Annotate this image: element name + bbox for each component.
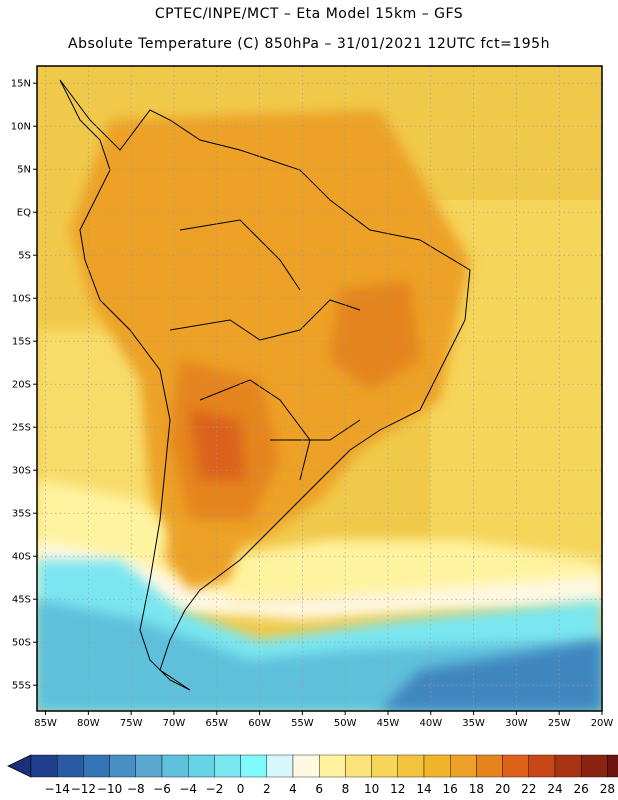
lat-tick-label: 10N: [11, 122, 31, 133]
colorbar-label: 16: [443, 782, 458, 796]
colorbar-segment: [581, 754, 608, 778]
lon-tick-label: 75W: [120, 718, 143, 729]
lat-tick-label: 25S: [12, 423, 31, 434]
colorbar-segment: [30, 754, 58, 778]
lat-tick-label: 5N: [17, 165, 31, 176]
field-cold-deep: [380, 640, 602, 711]
colorbar-label: 20: [495, 782, 510, 796]
lat-tick-label: 35S: [12, 509, 31, 520]
border-line-2: [199, 379, 311, 481]
colorbar: −14 −12 −10 −8 −6 −4 −2 0 2 4 6 8 10 12 14 16 18 20 22 24 26…: [7, 754, 618, 796]
colorbar-segment: [187, 754, 215, 778]
colorbar-segment: [292, 754, 320, 778]
colorbar-label: 24: [547, 782, 562, 796]
colorbar-segment: [371, 754, 399, 778]
lon-tick-label: 55W: [291, 718, 314, 729]
lon-tick-label: 80W: [77, 718, 100, 729]
colorbar-label: 0: [237, 782, 245, 796]
map-frame: [36, 65, 603, 712]
colorbar-segment: [607, 754, 618, 778]
lon-tick-label: 85W: [34, 718, 57, 729]
colorbar-label: −10: [97, 782, 122, 796]
colorbar-label: −8: [127, 782, 145, 796]
lon-tick-label: 20W: [591, 718, 614, 729]
lon-tick-label: 35W: [462, 718, 485, 729]
colorbar-segment: [214, 754, 241, 778]
lon-tick-label: 50W: [334, 718, 357, 729]
colorbar-segment: [397, 754, 425, 778]
lon-tick-label: 70W: [163, 718, 186, 729]
chart-title-line-2: Absolute Temperature (C) 850hPa – 31/01/…: [68, 36, 550, 52]
chart-title-line-1: CPTEC/INPE/MCT – Eta Model 15km – GFS: [154, 6, 464, 22]
colorbar-label: 4: [289, 782, 297, 796]
border-line-3: [179, 219, 301, 291]
colorbar-segment: [57, 754, 84, 778]
lat-tick-label: 45S: [12, 595, 31, 606]
colorbar-label: 22: [521, 782, 536, 796]
colorbar-segment: [554, 754, 582, 778]
lat-tick-label: 10S: [12, 294, 31, 305]
colorbar-label: −12: [71, 782, 96, 796]
colorbar-segment: [502, 754, 530, 778]
lon-tick-label: 45W: [377, 718, 400, 729]
lon-tick-label: 65W: [205, 718, 228, 729]
lat-tick-label: 50S: [12, 638, 31, 649]
colorbar-label: 2: [263, 782, 271, 796]
latitude-labels: 15N 10N 5N EQ 5S 10S 15S 20S 25S 30S 35S 40S 45S 50S 5…: [11, 79, 37, 692]
colorbar-segment: [83, 754, 110, 778]
colorbar-label: −4: [179, 782, 197, 796]
temperature-field: [37, 66, 602, 711]
field-band-cream: [37, 540, 602, 620]
colorbar-segment: [450, 754, 477, 778]
lon-tick-label: 25W: [548, 718, 571, 729]
colorbar-label: 28: [600, 782, 615, 796]
colorbar-label: −2: [206, 782, 224, 796]
lon-tick-label: 30W: [505, 718, 528, 729]
colorbar-segment: [161, 754, 189, 778]
coastlines-and-borders: [59, 79, 471, 691]
colorbar-segment: [135, 754, 163, 778]
colorbar-label: 14: [416, 782, 431, 796]
longitude-labels: 85W 80W 75W 70W 65W 60W 55W 50W 45W 40W 35W 30W 25W 2…: [34, 711, 613, 729]
colorbar-segment: [528, 754, 556, 778]
colorbar-label: −14: [45, 782, 70, 796]
border-line-1: [169, 299, 361, 341]
lat-tick-label: 15N: [11, 79, 31, 90]
field-continent-warm: [70, 110, 470, 560]
colorbar-segment: [240, 754, 268, 778]
colorbar-label: 6: [315, 782, 323, 796]
colorbar-segment: [476, 754, 503, 778]
border-line-4: [270, 419, 361, 441]
colorbar-segment: [109, 754, 136, 778]
colorbar-segment: [319, 754, 346, 778]
lon-tick-label: 60W: [248, 718, 271, 729]
colorbar-low-arrow: [7, 754, 32, 778]
lat-tick-label: 15S: [12, 337, 31, 348]
lon-tick-label: 40W: [419, 718, 442, 729]
colorbar-label: 26: [574, 782, 589, 796]
south-america-coast: [59, 79, 471, 691]
lat-tick-label: 30S: [12, 466, 31, 477]
colorbar-label: 18: [469, 782, 484, 796]
lat-tick-label: 20S: [12, 380, 31, 391]
colorbar-label: 8: [342, 782, 350, 796]
field-band-yellow: [37, 480, 602, 610]
colorbar-segment: [266, 754, 294, 778]
lat-tick-label: EQ: [17, 208, 31, 219]
colorbar-label: −6: [153, 782, 171, 796]
field-patagonia: [165, 520, 240, 590]
lat-tick-label: 40S: [12, 552, 31, 563]
colorbar-segment: [423, 754, 451, 778]
colorbar-label: 10: [364, 782, 379, 796]
lat-tick-label: 5S: [18, 251, 31, 262]
colorbar-label: 12: [390, 782, 405, 796]
colorbar-segment: [345, 754, 372, 778]
lat-tick-label: 55S: [12, 681, 31, 692]
